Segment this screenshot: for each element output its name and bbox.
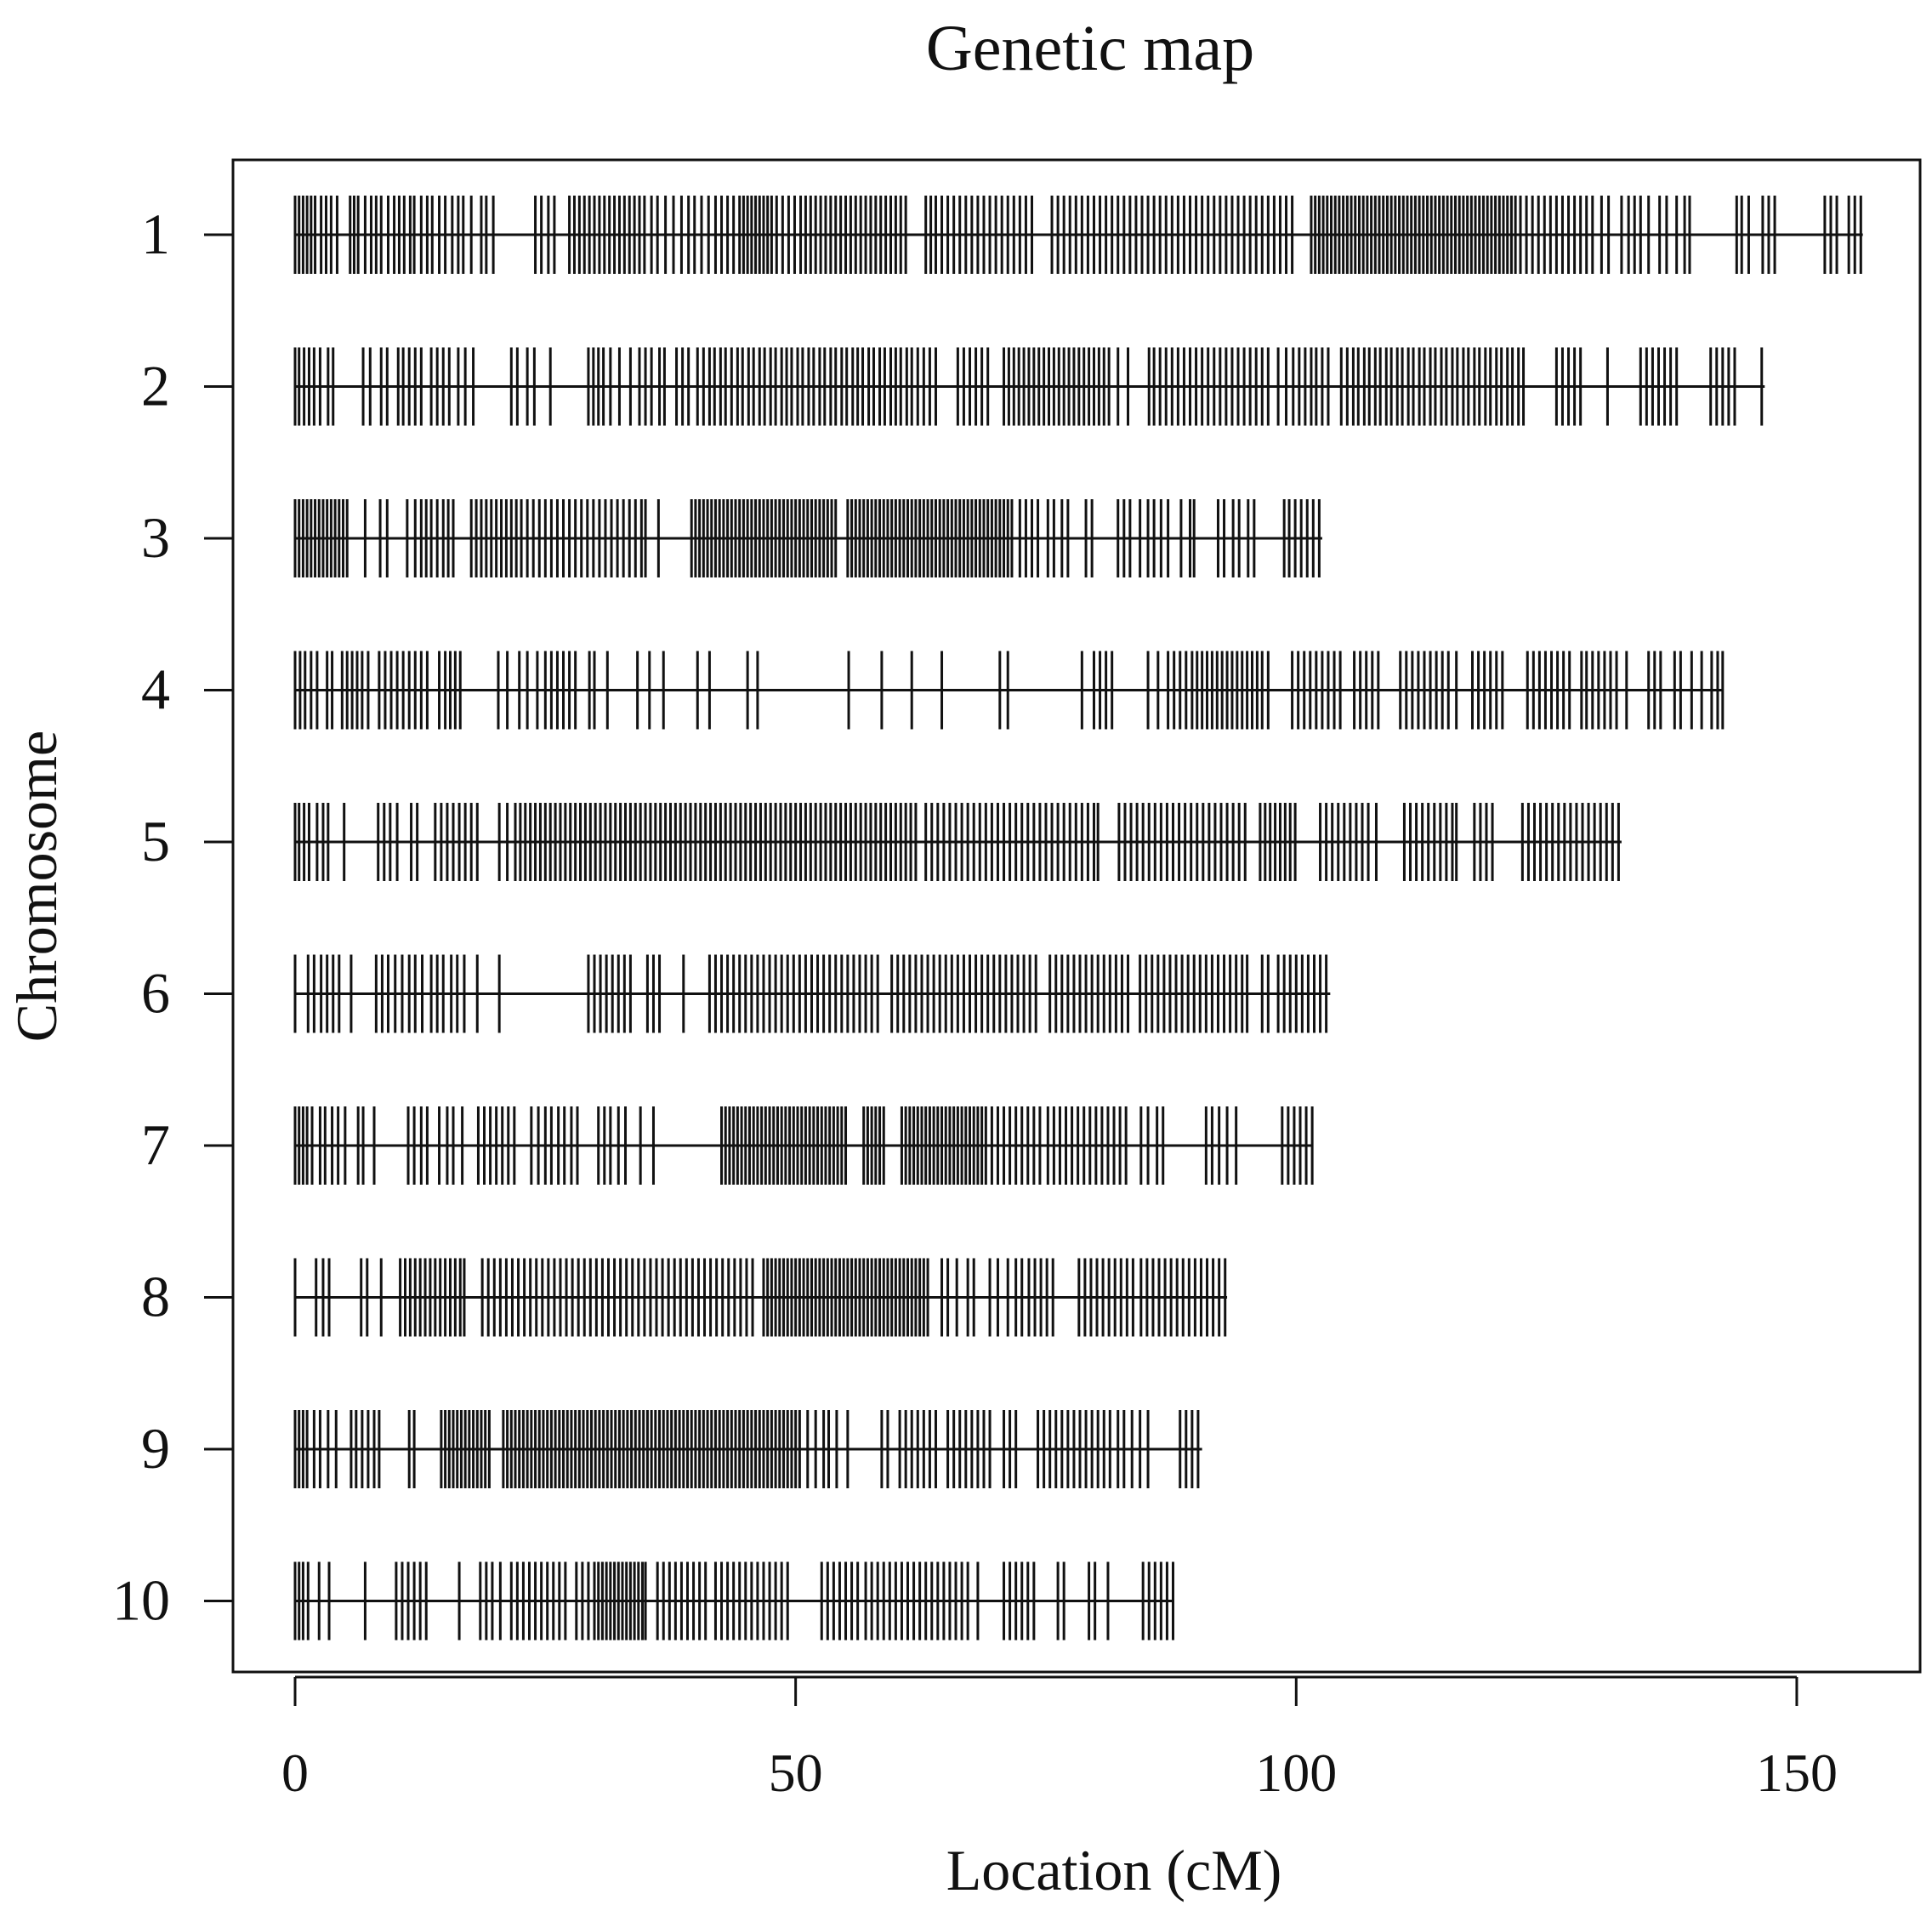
y-tick-label: 10	[112, 1568, 170, 1633]
x-axis-label: Location (cM)	[946, 1838, 1282, 1902]
chart-title: Genetic map	[926, 13, 1254, 84]
chromosome-5	[293, 803, 1622, 881]
chromosome-axis: 1 2 3 4 5 6 7 8 9 10	[112, 202, 233, 1633]
y-tick-label: 4	[141, 657, 170, 722]
markers-layer	[293, 196, 1863, 1641]
x-axis: 0 50 100 150	[281, 1675, 1838, 1803]
chromosome-8	[293, 1258, 1228, 1337]
chromosome-9	[293, 1410, 1202, 1488]
chromosome-1	[293, 196, 1863, 274]
chromosome-10	[293, 1561, 1174, 1641]
y-tick-label: 5	[141, 809, 170, 873]
y-tick-label: 7	[141, 1112, 170, 1177]
x-tick-label: 150	[1756, 1743, 1838, 1803]
x-tick-label: 100	[1255, 1743, 1337, 1803]
x-tick-label: 50	[769, 1743, 823, 1803]
y-axis-label: Chromosome	[4, 731, 69, 1042]
chromosome-2	[293, 347, 1765, 426]
y-tick-label: 2	[141, 354, 170, 418]
chromosome-4	[293, 651, 1725, 730]
y-tick-label: 3	[141, 505, 170, 570]
y-tick-label: 8	[141, 1265, 170, 1329]
y-tick-label: 1	[141, 202, 170, 266]
chromosome-7	[293, 1106, 1314, 1185]
chromosome-3	[293, 499, 1322, 577]
y-tick-label: 9	[141, 1416, 170, 1481]
x-tick-label: 0	[281, 1743, 309, 1803]
y-tick-label: 6	[141, 961, 170, 1026]
plot-frame	[231, 158, 1922, 1674]
chromosome-6	[293, 954, 1331, 1033]
